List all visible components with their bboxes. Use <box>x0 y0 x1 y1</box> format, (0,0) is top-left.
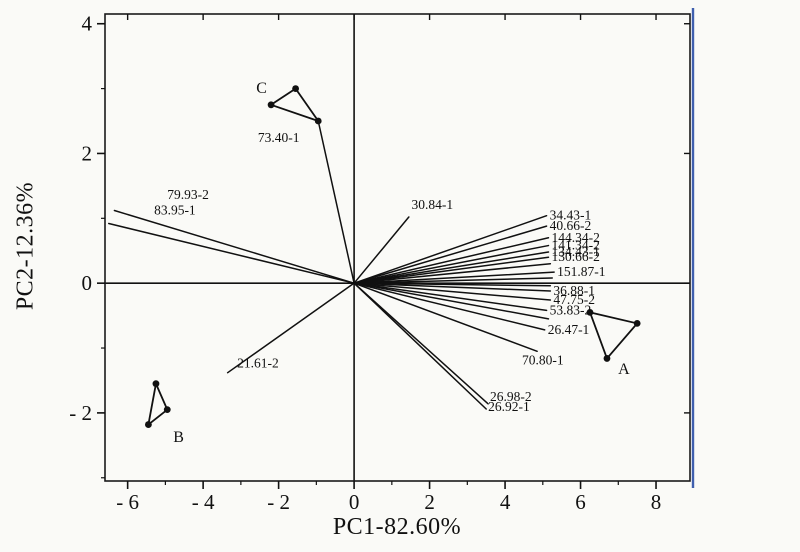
cluster-c-point <box>267 101 275 109</box>
vector-label: 26.92-1 <box>488 399 530 414</box>
vector-label: 70.80-1 <box>522 352 564 367</box>
vector-label: 73.40-1 <box>258 130 300 145</box>
vector-label: 134.43-1 <box>551 244 599 259</box>
vector-label: 130.66-2 <box>551 249 599 264</box>
vector-label: 21.61-2 <box>237 355 279 370</box>
loading-vector <box>353 282 552 287</box>
x-tick-label: 6 <box>575 490 586 514</box>
x-tick-label: 0 <box>349 490 360 514</box>
y-tick-label: - 2 <box>69 401 92 425</box>
vector-label: 36.88-1 <box>553 283 595 298</box>
loading-vector <box>353 262 552 284</box>
vector-label: 53.83-2 <box>550 302 592 317</box>
x-tick-label: 2 <box>424 490 435 514</box>
loading-vector <box>317 120 355 284</box>
cluster-a-point <box>633 319 641 327</box>
cluster-c-triangle <box>270 87 320 122</box>
loading-vector <box>353 237 550 284</box>
y-tick-label: 2 <box>82 141 93 165</box>
cluster-b-triangle <box>147 382 169 426</box>
loading-vector <box>353 282 552 301</box>
vector-label: 151.87-1 <box>557 264 605 279</box>
cluster-b-point <box>163 406 171 414</box>
plot-frame <box>104 13 691 482</box>
loading-vector <box>353 251 550 284</box>
x-tick-label: - 2 <box>267 490 290 514</box>
loading-vector <box>226 282 355 374</box>
cluster-c-label: C <box>256 80 267 97</box>
loading-vector <box>353 282 552 292</box>
loading-vector <box>353 277 553 284</box>
loading-vector <box>353 282 548 312</box>
cluster-b-label: B <box>173 429 184 446</box>
loading-vector <box>353 225 548 284</box>
vector-label: 30.84-1 <box>411 197 453 212</box>
vector-label: 141.34-2 <box>551 238 599 253</box>
loading-vector <box>353 256 550 284</box>
x-tick-label: 8 <box>651 490 662 514</box>
y-tick-label: 0 <box>82 271 93 295</box>
vector-label: 144.34-2 <box>551 230 599 245</box>
y-axis-label: PC2-12.36% <box>12 181 39 311</box>
loading-vector <box>353 216 410 284</box>
vector-label: 26.98-2 <box>490 389 532 404</box>
loading-vector <box>353 282 546 331</box>
y-tick-label: 4 <box>82 12 93 36</box>
cluster-a-triangle <box>589 311 639 360</box>
cluster-c-point <box>314 117 322 125</box>
vector-label: 83.95-1 <box>154 202 196 217</box>
vector-label: 79.93-2 <box>167 187 209 202</box>
cluster-a-point <box>586 308 594 316</box>
vector-label: 34.43-1 <box>550 208 592 223</box>
loading-vector <box>353 214 548 284</box>
loading-vector <box>353 282 487 410</box>
x-axis-label: PC1-82.60% <box>332 514 462 540</box>
cluster-c-point <box>292 85 299 92</box>
loading-vector <box>113 209 355 284</box>
x-tick-label: 4 <box>500 490 511 514</box>
vector-label: 47.75-2 <box>553 292 595 307</box>
loading-vector <box>353 282 489 405</box>
cluster-b-point <box>145 421 152 428</box>
loading-vector <box>353 271 555 284</box>
loading-vector <box>108 222 355 284</box>
vector-label: 40.66-2 <box>550 218 592 233</box>
cluster-a-label: A <box>618 361 630 378</box>
loading-vector <box>353 282 538 353</box>
x-tick-label: - 4 <box>192 490 215 514</box>
cluster-a-point <box>603 355 611 362</box>
vector-label: 26.47-1 <box>548 322 590 337</box>
cluster-b-point <box>152 380 160 388</box>
loading-vector <box>353 244 550 284</box>
x-tick-label: - 6 <box>116 490 139 514</box>
loading-vector <box>353 282 550 320</box>
